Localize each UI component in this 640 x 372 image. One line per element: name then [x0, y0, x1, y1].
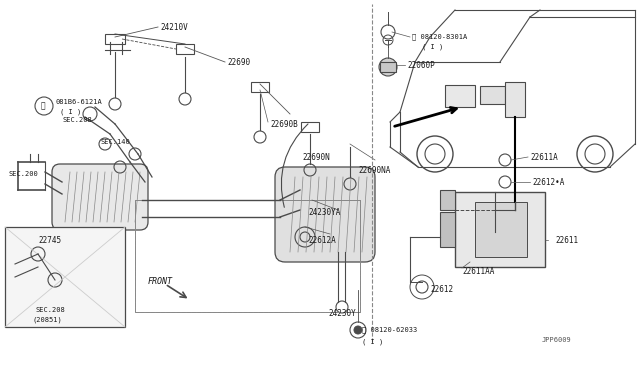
Text: 081B6-6121A: 081B6-6121A — [55, 99, 102, 105]
Text: (20851): (20851) — [32, 317, 61, 323]
Text: 24230Y: 24230Y — [328, 310, 356, 318]
Text: ( I ): ( I ) — [362, 339, 383, 345]
Bar — [440, 212, 455, 247]
Text: Ⓑ 08120-8301A: Ⓑ 08120-8301A — [412, 34, 467, 40]
Text: SEC.200: SEC.200 — [8, 171, 38, 177]
Text: Ⓑ: Ⓑ — [41, 102, 45, 110]
Bar — [480, 86, 505, 104]
Text: 22611: 22611 — [555, 235, 578, 244]
Text: 22612•A: 22612•A — [532, 177, 564, 186]
Text: 22611A: 22611A — [530, 153, 557, 161]
Bar — [445, 85, 475, 107]
Text: 22690: 22690 — [227, 58, 250, 67]
Text: 22612A: 22612A — [308, 235, 336, 244]
Text: ( I ): ( I ) — [422, 44, 444, 50]
Text: JPP6009: JPP6009 — [542, 337, 572, 343]
Text: SEC.208: SEC.208 — [35, 307, 65, 313]
Bar — [301, 122, 319, 132]
Text: ( I ): ( I ) — [60, 109, 81, 115]
Circle shape — [379, 58, 397, 76]
Text: 22612: 22612 — [430, 285, 453, 295]
Bar — [380, 62, 396, 72]
Bar — [475, 202, 527, 257]
Circle shape — [354, 326, 362, 334]
Bar — [135, 200, 360, 312]
Text: FRONT: FRONT — [148, 278, 173, 286]
Text: 22690B: 22690B — [270, 119, 298, 128]
Bar — [176, 44, 194, 54]
Text: Ⓑ 08120-62033: Ⓑ 08120-62033 — [362, 327, 417, 333]
Text: 22611AA: 22611AA — [462, 267, 494, 276]
Bar — [105, 34, 125, 44]
Text: SEC.208: SEC.208 — [62, 117, 92, 123]
FancyBboxPatch shape — [275, 167, 375, 262]
Text: 22745: 22745 — [38, 235, 61, 244]
Text: 22690N: 22690N — [302, 153, 330, 161]
Text: 22690NA: 22690NA — [358, 166, 390, 174]
Text: SEC.140: SEC.140 — [100, 139, 130, 145]
Bar — [505, 82, 525, 117]
Bar — [5, 227, 125, 327]
Text: 22060P: 22060P — [407, 61, 435, 70]
Bar — [135, 200, 360, 312]
Text: 24210V: 24210V — [160, 22, 188, 32]
Bar — [440, 190, 455, 210]
Bar — [455, 192, 545, 267]
FancyBboxPatch shape — [52, 164, 148, 230]
Text: 24230YA: 24230YA — [308, 208, 340, 217]
Bar — [251, 82, 269, 92]
